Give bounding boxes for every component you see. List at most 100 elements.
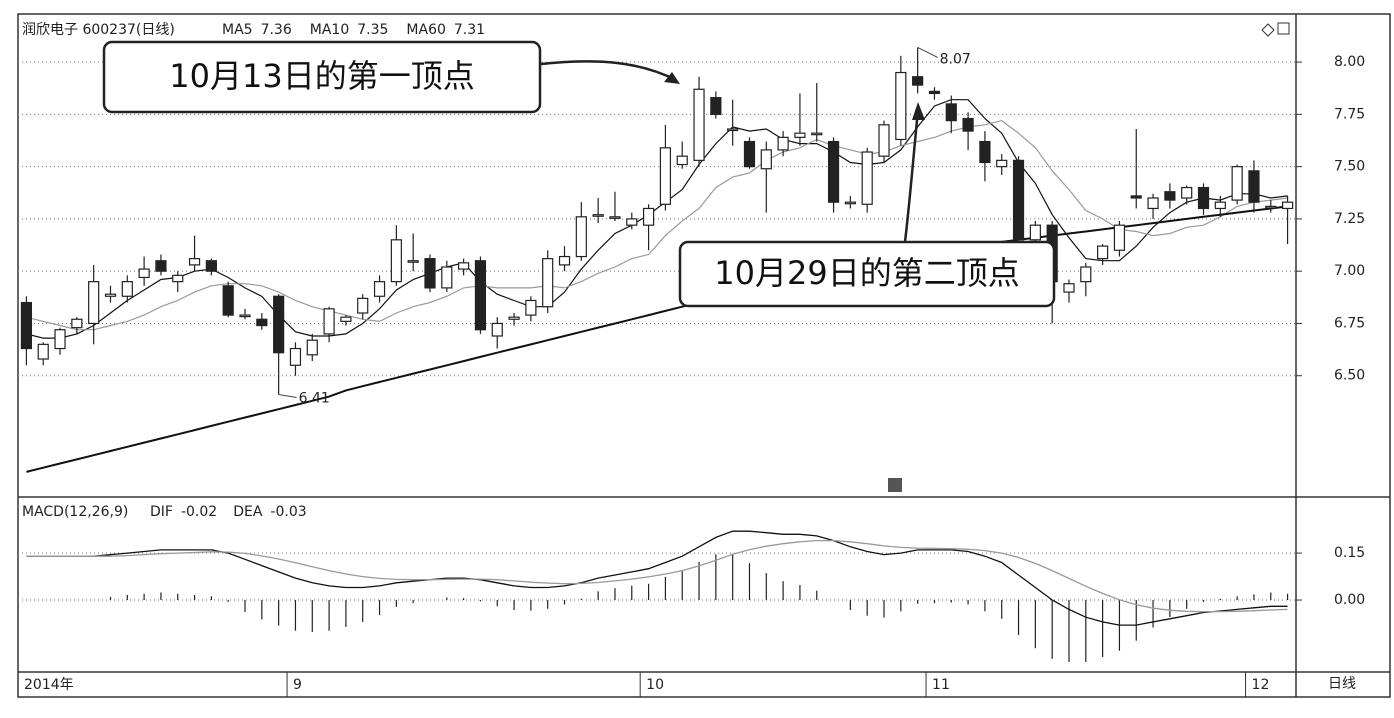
- candle-body: [1029, 224, 1041, 241]
- legend-name: DIF: [150, 504, 173, 520]
- y-tick-label: 7.50: [1334, 159, 1365, 175]
- candle-body: [222, 285, 234, 316]
- y-tick-label: 0.00: [1334, 592, 1365, 608]
- icon-window[interactable]: [1277, 22, 1290, 35]
- candle-body: [424, 258, 436, 289]
- period-label: 日线: [1328, 676, 1356, 692]
- candle-body: [676, 155, 688, 166]
- ma-line: [26, 119, 1288, 331]
- candle-body: [945, 103, 957, 122]
- macd-line: [26, 539, 1288, 613]
- candle-body: [1063, 283, 1075, 293]
- ma-line: [26, 99, 1288, 339]
- x-tick-label: 10: [646, 677, 664, 693]
- candle-body: [912, 76, 924, 86]
- candle-body: [1097, 245, 1109, 260]
- candle-body: [1214, 201, 1226, 210]
- candle-body: [155, 260, 167, 272]
- candle-body: [1197, 186, 1210, 210]
- candle-body: [727, 128, 739, 132]
- callout-arrow: [903, 109, 920, 243]
- candle-body: [441, 266, 453, 289]
- y-tick-label: 6.50: [1334, 368, 1365, 384]
- candle-body: [861, 151, 873, 205]
- y-tick-label: 7.75: [1334, 106, 1365, 122]
- y-tick-label: 7.00: [1334, 263, 1365, 279]
- candle-body: [710, 97, 722, 115]
- callout-1: [102, 40, 680, 114]
- y-tick-label: 6.75: [1334, 315, 1365, 331]
- annotation: 10月13日的第一顶点: [169, 57, 474, 95]
- legend-value: -0.02: [181, 504, 217, 520]
- candle-body: [390, 239, 402, 283]
- legend-value: -0.03: [270, 504, 306, 520]
- y-tick-label: 8.00: [1334, 54, 1365, 70]
- candle-body: [306, 339, 318, 356]
- candle-body: [138, 268, 150, 279]
- candle-body: [1130, 195, 1142, 199]
- candle-body: [996, 159, 1008, 168]
- legend-name: DEA: [233, 504, 263, 520]
- low-pointer: [278, 394, 297, 399]
- candle-body: [1265, 205, 1277, 209]
- legend-name: MA60: [406, 22, 445, 38]
- candle-body: [626, 218, 638, 226]
- candle-body: [895, 71, 907, 141]
- window-icons[interactable]: [1261, 22, 1290, 37]
- candle-body: [289, 347, 302, 366]
- y-tick-label: 7.25: [1334, 211, 1365, 227]
- candle-body: [743, 140, 756, 168]
- candle-body: [1164, 191, 1176, 201]
- annotation: 10月29日的第二顶点: [714, 254, 1019, 292]
- candle-body: [542, 258, 554, 308]
- x-tick-label: 2014年: [24, 677, 74, 693]
- candle-body: [962, 117, 974, 132]
- icon-diamond[interactable]: [1261, 23, 1275, 37]
- candle-body: [1012, 159, 1025, 241]
- candle-body: [777, 136, 789, 151]
- candle-body: [592, 214, 604, 217]
- candle-body: [20, 301, 33, 350]
- candle-body: [1080, 266, 1092, 283]
- candle-body: [928, 90, 941, 95]
- arrow-head: [664, 72, 680, 84]
- candle-body: [188, 258, 201, 266]
- candle-body: [340, 316, 352, 322]
- candle-body: [693, 88, 705, 161]
- legend-name: MA10: [310, 22, 349, 38]
- candle-body: [1181, 186, 1193, 199]
- candle-body: [558, 255, 571, 266]
- candle-body: [1113, 224, 1126, 251]
- candle-body: [205, 260, 217, 272]
- callout-2: [678, 102, 1056, 308]
- candle-body: [373, 281, 386, 297]
- candle-body: [525, 299, 537, 316]
- low-label: 6.41: [299, 391, 330, 407]
- candle-body: [273, 295, 285, 354]
- candle-body: [575, 216, 587, 258]
- candle-body: [1248, 170, 1260, 203]
- candle-body: [1231, 166, 1243, 201]
- candle-body: [878, 124, 890, 157]
- y-tick-label: 0.15: [1334, 545, 1365, 561]
- high-label: 8.07: [940, 51, 971, 67]
- arrow-head: [912, 102, 925, 120]
- candle-body: [811, 132, 823, 136]
- callout-box: [102, 40, 542, 114]
- candle-body: [760, 149, 772, 170]
- candle-body: [474, 260, 487, 331]
- candle-body: [827, 140, 840, 203]
- high-pointer: [917, 47, 938, 58]
- candle-body: [491, 322, 503, 337]
- legend-name: MA5: [222, 22, 253, 38]
- candle-body: [659, 147, 672, 205]
- small-icon: [888, 478, 902, 492]
- candle-body: [508, 316, 520, 320]
- candle-body: [256, 318, 268, 327]
- candle-body: [88, 281, 100, 325]
- candle-body: [239, 314, 251, 318]
- candle-body: [357, 297, 369, 314]
- ma-line: [26, 205, 1288, 473]
- candle-body: [121, 281, 133, 297]
